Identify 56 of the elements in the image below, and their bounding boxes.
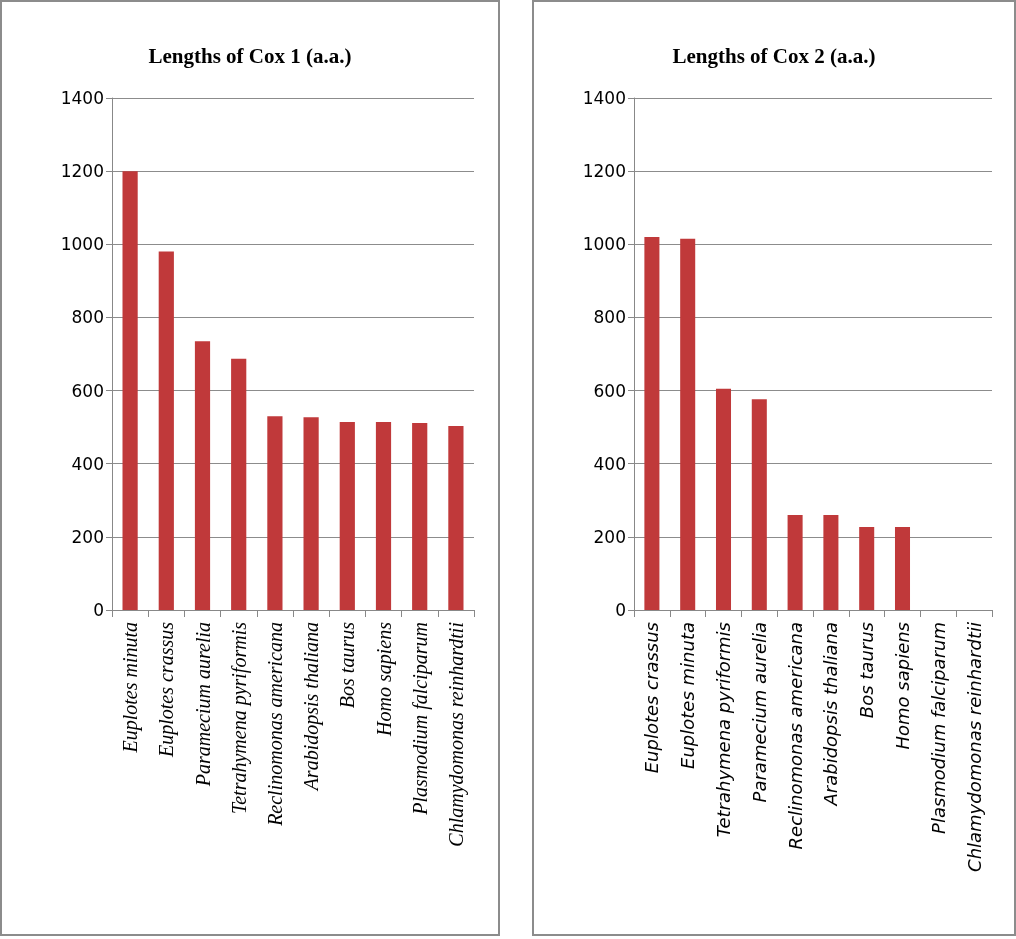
y-tick-label: 0 <box>93 600 104 620</box>
bar <box>412 423 428 610</box>
x-tick-label: Plasmodium falciparum <box>408 622 432 816</box>
y-tick-label: 200 <box>593 526 626 547</box>
bar <box>680 238 696 610</box>
bar <box>339 422 355 610</box>
bar <box>303 417 319 610</box>
bar <box>231 358 247 610</box>
bar <box>375 422 392 610</box>
chart-title: Lengths of Cox 2 (a.a.) <box>672 43 876 68</box>
y-tick-label: 400 <box>71 453 104 474</box>
y-tick-label: 800 <box>71 307 104 328</box>
y-tick-label: 200 <box>71 526 104 547</box>
y-tick-label: 1200 <box>582 161 626 182</box>
x-tick-label: Homo sapiens <box>372 621 396 737</box>
y-tick-label: 600 <box>593 380 626 401</box>
bar <box>158 251 174 610</box>
x-tick-label: Arabidopsis thaliana <box>300 622 324 793</box>
bar <box>122 171 138 610</box>
bar <box>859 526 875 610</box>
x-tick-label: Euplotes minuta <box>677 622 699 769</box>
x-tick-label: Euplotes crassus <box>641 622 663 774</box>
y-tick-label: 1400 <box>582 88 626 108</box>
bar <box>194 341 211 610</box>
x-tick-label: Paramecium aurelia <box>748 622 770 803</box>
x-tick-label: Tetrahymena pyriformis <box>713 622 734 838</box>
x-tick-label: Euplotes minuta <box>119 622 143 754</box>
x-tick-label: Bos taurus <box>856 622 878 719</box>
y-tick-label: 400 <box>593 453 626 474</box>
bar <box>894 526 911 610</box>
y-tick-label: 1400 <box>60 88 104 108</box>
y-tick-label: 1200 <box>60 161 104 182</box>
chart-title: Lengths of Cox 1 (a.a.) <box>148 43 352 68</box>
bar <box>823 514 839 610</box>
bar <box>644 236 660 610</box>
bar <box>267 416 283 610</box>
x-tick-label: Plasmodium falciparum <box>927 622 949 834</box>
bar <box>787 514 803 610</box>
y-tick-label: 0 <box>615 600 626 620</box>
x-tick-label: Tetrahymena pyriformis <box>227 621 251 815</box>
x-tick-label: Reclinomonas americana <box>784 622 806 850</box>
y-tick-label: 1000 <box>60 234 104 255</box>
x-tick-label: Homo sapiens <box>892 622 913 750</box>
x-tick-label: Chlamydomonas reinhardtii <box>444 622 468 847</box>
bar <box>751 399 767 610</box>
x-tick-label: Reclinomonas americana <box>263 622 286 827</box>
bar <box>715 388 732 610</box>
bar <box>448 426 464 610</box>
y-tick-label: 800 <box>593 307 626 328</box>
x-tick-label: Paramecium aurelia <box>191 622 214 788</box>
y-tick-label: 600 <box>71 380 104 401</box>
x-tick-label: Arabidopsis thaliana <box>820 622 842 807</box>
x-tick-label: Euplotes crassus <box>155 621 179 758</box>
y-tick-label: 1000 <box>582 234 626 255</box>
x-tick-label: Bos taurus <box>336 621 359 709</box>
x-tick-label: Chlamydomonas reinhardtii <box>963 622 985 872</box>
